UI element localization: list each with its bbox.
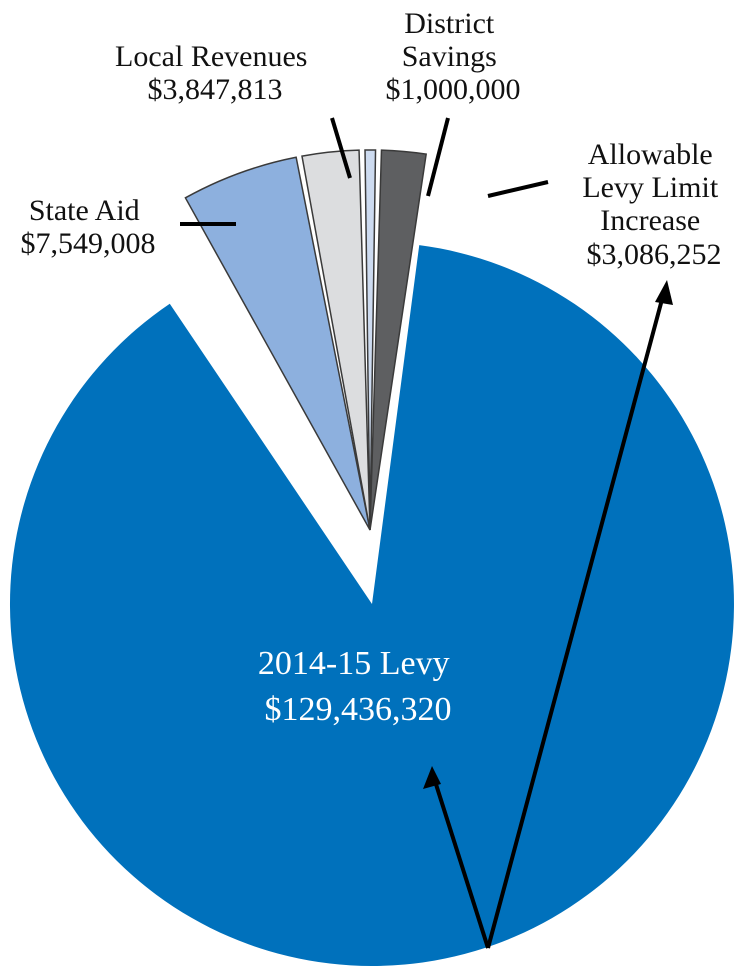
slice-district-savings [364,149,377,531]
levy-limit-leader-line [487,180,549,198]
levy-arrowhead [423,766,441,789]
levy-limit-arrowhead [655,280,673,305]
slice-local-revenues [301,149,371,531]
state-aid-label: State Aid $7,549,008 [21,194,156,260]
district-savings-leader-line [426,117,450,197]
levy-limit-label: Allowable Levy Limit Increase $3,086,252 [582,138,725,271]
pie-slices [9,149,734,967]
local-revenues-label: Local Revenues $3,847,813 [115,40,315,106]
levy-arrow-line [432,777,490,949]
levy-label: 2014-15 Levy $129,436,320 [258,645,458,728]
district-savings-label: District Savings $1,000,000 [386,7,521,106]
slice-2014-15-levy [9,245,734,967]
slice-state-aid [184,156,371,531]
levy-limit-arrow-line [486,291,666,949]
slice-allowable-levy-limit-increase [369,149,428,531]
local-revenues-leader-line [330,117,352,179]
